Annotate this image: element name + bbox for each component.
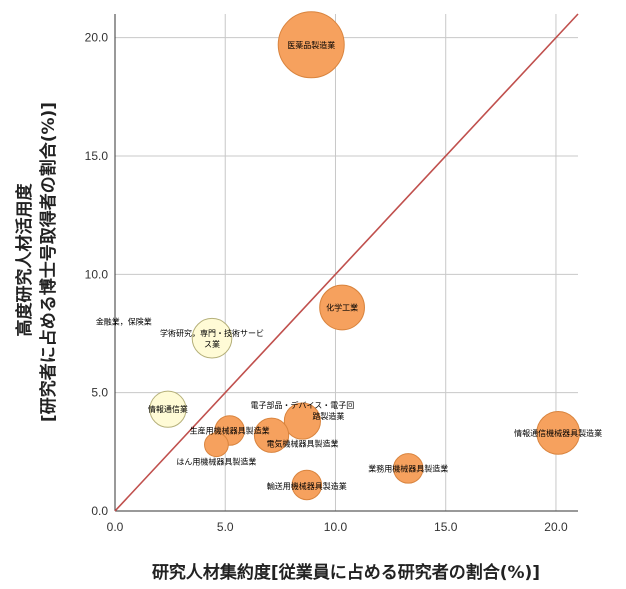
bubble [319,284,365,331]
y-tick-label: 20.0 [85,31,109,45]
tick-labels: 0.0 5.0 10.0 15.0 20.0 0.0 5.0 10.0 15.0 20.0 [85,31,568,534]
bubble-label: 金融業，保険業 [96,317,152,327]
bubble-label: 化学工業 [326,302,358,312]
x-tick-label: 20.0 [544,520,568,534]
bubble [204,432,229,458]
bubble-label: 情報通信業 [148,404,188,414]
bubble-label: 電気機械器具製造業 [267,438,339,448]
bubble-label: はん用機械器具製造業 [176,457,256,467]
bubble [277,11,345,79]
bubble-label: 電子部品・デバイス・電子回路製造業 [251,400,355,421]
grid-lines [115,14,578,511]
bubble [149,390,187,428]
x-tick-label: 0.0 [107,520,124,534]
bubble-label: 学術研究，専門・技術サービス業 [160,328,264,349]
reference-line [114,13,579,512]
bubble-label: 生産用機械器具製造業 [190,426,270,436]
bubble [536,411,581,455]
bubble-label: 情報通信機械器具製造業 [514,428,602,438]
bubble-label: 業務用機械器具製造業 [368,463,448,473]
y-axis-title-line2: [研究者に占める博士号取得者の割合(%)] [38,102,59,422]
axes [114,14,578,512]
bubble-label: 医薬品製造業 [287,40,335,50]
bubble [392,453,424,484]
x-axis-title: 研究人材集約度[従業員に占める研究者の割合(%)] [152,562,540,583]
y-tick-label: 0.0 [91,504,108,518]
x-tick-label: 10.0 [324,520,348,534]
bubble [283,402,321,440]
bubbles [149,11,581,501]
y-tick-label: 10.0 [85,267,109,281]
y-axis-title-line1: 高度研究人材活用度 [14,183,35,337]
x-tick-label: 5.0 [217,520,234,534]
x-tick-label: 15.0 [434,520,458,534]
bubble-label: 輸送用機械器具製造業 [267,481,347,491]
bubble [291,469,323,501]
bubble [191,317,233,359]
y-tick-label: 15.0 [85,149,109,163]
bubble [253,417,290,453]
y-tick-label: 5.0 [91,386,108,400]
